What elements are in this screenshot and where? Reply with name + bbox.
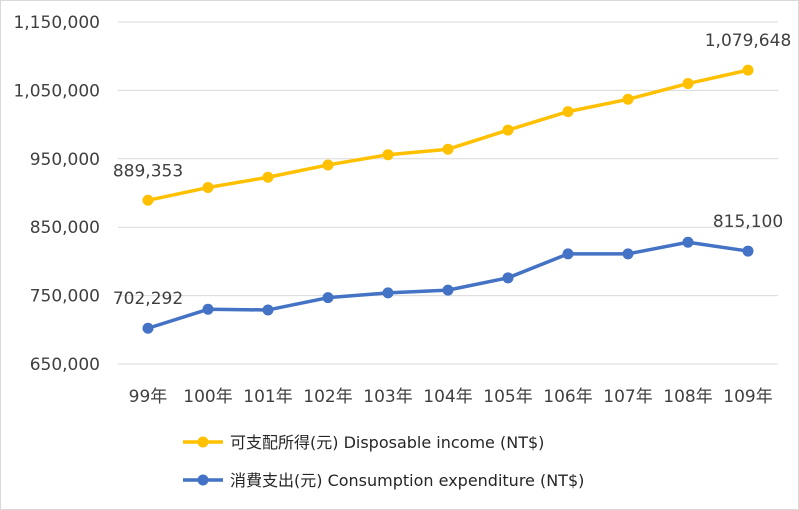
y-tick-label: 950,000: [30, 150, 100, 170]
y-tick-label: 1,050,000: [13, 81, 100, 101]
data-point: [622, 248, 634, 260]
legend-label: 可支配所得(元) Disposable income (NT$): [230, 433, 544, 452]
data-point: [682, 236, 694, 248]
data-point: [682, 78, 694, 90]
data-point: [502, 124, 514, 136]
x-tick-label: 108年: [663, 387, 712, 407]
data-point: [742, 64, 754, 76]
data-point: [142, 194, 154, 206]
legend-label: 消費支出(元) Consumption expenditure (NT$): [230, 471, 584, 490]
data-label: 815,100: [713, 212, 783, 232]
data-point: [322, 159, 334, 171]
x-tick-label: 103年: [363, 387, 412, 407]
x-tick-label: 100年: [183, 387, 232, 407]
y-axis-ticks: 650,000 750,000 850,000 950,000 1,050,000 1,1…: [13, 13, 100, 375]
x-axis-ticks: 99年 100年 101年 102年 103年 104年 105年 106年 107年 108年 1…: [129, 387, 773, 407]
series-lines: [142, 64, 754, 334]
legend-marker: [197, 474, 209, 486]
x-tick-label: 102年: [303, 387, 352, 407]
data-point: [202, 182, 214, 194]
legend: 可支配所得(元) Disposable income (NT$) 消費支出(元) …: [183, 433, 584, 490]
legend-marker: [197, 436, 209, 448]
data-label: 1,079,648: [705, 31, 792, 51]
data-point: [622, 93, 634, 105]
data-point: [262, 171, 274, 183]
gridlines: [118, 21, 778, 365]
series-line-1: [147, 68, 749, 202]
x-tick-label: 101年: [243, 387, 292, 407]
y-tick-label: 750,000: [30, 287, 100, 307]
data-label: 889,353: [113, 161, 183, 181]
x-tick-label: 106年: [543, 387, 592, 407]
data-point: [442, 284, 454, 296]
data-point: [202, 303, 214, 315]
data-labels: 889,353 1,079,648 702,292 815,100: [113, 31, 791, 309]
y-tick-label: 1,150,000: [13, 13, 100, 33]
y-tick-label: 850,000: [30, 218, 100, 238]
x-tick-label: 104年: [423, 387, 472, 407]
x-tick-label: 99年: [129, 387, 168, 407]
data-point: [322, 292, 334, 304]
data-point: [442, 143, 454, 155]
data-label: 702,292: [113, 289, 183, 309]
data-point: [562, 106, 574, 118]
data-point: [142, 322, 154, 334]
x-tick-label: 109年: [723, 387, 772, 407]
x-tick-label: 105年: [483, 387, 532, 407]
data-point: [502, 272, 514, 284]
y-tick-label: 650,000: [30, 355, 100, 375]
data-point: [382, 149, 394, 161]
x-tick-label: 107年: [603, 387, 652, 407]
data-point: [742, 245, 754, 257]
data-point: [262, 304, 274, 316]
data-point: [382, 287, 394, 299]
data-point: [562, 248, 574, 260]
